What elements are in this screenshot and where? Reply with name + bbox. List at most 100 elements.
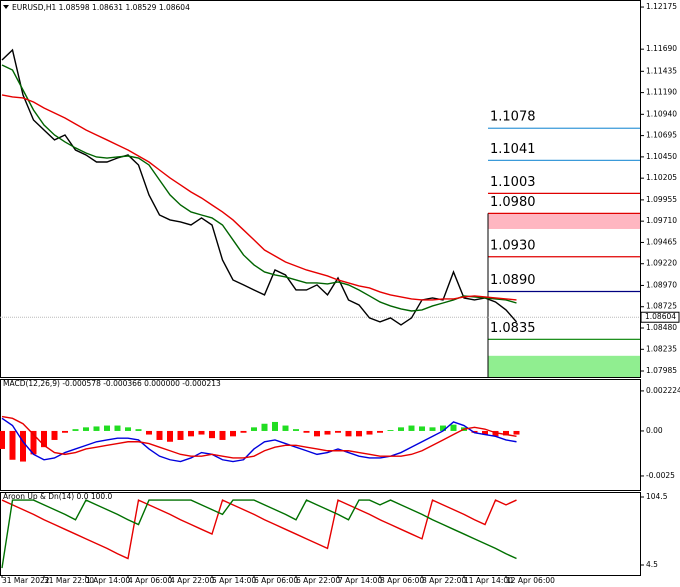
- last-price-label: 1.08604: [645, 312, 676, 321]
- histogram-bar: [419, 426, 425, 431]
- histogram-bar: [219, 430, 226, 440]
- histogram-bar: [366, 430, 373, 435]
- y-tick-label: 1.11435: [646, 66, 677, 75]
- histogram-bar: [482, 430, 488, 435]
- x-tick-label: 8 Apr 06:00: [380, 576, 424, 585]
- histogram-bar: [356, 430, 362, 437]
- y-tick-label: 1.10695: [646, 131, 677, 140]
- histogram-bar: [314, 430, 320, 437]
- histogram-bar: [429, 427, 436, 431]
- histogram-bar: [450, 424, 457, 431]
- x-tick-label: 7 Apr 14:00: [338, 576, 382, 585]
- histogram-bar: [188, 430, 194, 437]
- histogram-bar: [93, 426, 100, 431]
- y-tick-label: 1.08725: [646, 302, 677, 311]
- zone: [488, 355, 640, 377]
- histogram-bar: [135, 429, 142, 431]
- y-tick-label: 1.11690: [646, 44, 677, 53]
- histogram-bar: [167, 430, 173, 442]
- histogram-bar: [408, 425, 415, 431]
- y-tick-label: 1.12175: [646, 2, 677, 11]
- histogram-bar: [261, 423, 268, 431]
- last-price-box: [640, 311, 680, 323]
- histogram-bar: [272, 421, 278, 431]
- histogram-bar: [377, 430, 383, 433]
- histogram-bar: [471, 430, 478, 433]
- x-tick-label: 4 Apr 22:00: [170, 576, 214, 585]
- histogram-bar: [492, 430, 499, 437]
- histogram-bar: [51, 430, 58, 440]
- y-tick-label: 1.09220: [646, 259, 677, 268]
- histogram-bar: [62, 430, 68, 433]
- histogram-bar: [324, 430, 331, 435]
- series-line: [1, 64, 517, 312]
- x-tick-label: 11 Apr 14:00: [464, 576, 513, 585]
- series-line: [1, 499, 517, 560]
- level-label: 1.0980: [490, 195, 536, 210]
- histogram-bar: [9, 430, 16, 460]
- y-tick-label: 1.10450: [646, 152, 677, 161]
- level-label: 1.0835: [490, 321, 536, 336]
- level-label: 1.0890: [490, 273, 536, 288]
- level-label: 1.1078: [490, 110, 536, 125]
- histogram-bar: [398, 427, 404, 431]
- series-line: [1, 48, 518, 326]
- histogram-bar: [0, 430, 5, 449]
- y-tick-label: 1.10205: [646, 173, 677, 182]
- series-line: [1, 94, 517, 301]
- y-tick-label: -0.0025: [646, 471, 675, 480]
- series-line: [1, 499, 517, 569]
- histogram-bar: [503, 430, 509, 436]
- y-tick-label: 1.09465: [646, 237, 677, 246]
- histogram-bar: [114, 425, 121, 431]
- y-tick-label: 1.07985: [646, 366, 677, 375]
- x-tick-label: 8 Apr 22:00: [422, 576, 466, 585]
- x-tick-label: 1 Apr 14:00: [86, 576, 130, 585]
- y-tick-label: 1.08970: [646, 280, 677, 289]
- y-tick-label: 1.09955: [646, 195, 677, 204]
- y-tick-label: 0.00: [646, 426, 663, 435]
- histogram-bar: [41, 430, 47, 448]
- y-tick-label: 1.10940: [646, 109, 677, 118]
- x-tick-label: 6 Apr 06:00: [254, 576, 298, 585]
- histogram-bar: [198, 430, 205, 435]
- aroon-pane: [0, 492, 641, 576]
- y-tick-label: 1.09710: [646, 216, 677, 225]
- histogram-bar: [282, 425, 289, 431]
- x-tick-label: 4 Apr 06:00: [128, 576, 172, 585]
- histogram-bar: [335, 430, 341, 433]
- histogram-bar: [146, 430, 152, 435]
- histogram-bar: [345, 430, 352, 437]
- histogram-bar: [156, 430, 163, 440]
- histogram-bar: [513, 430, 520, 435]
- histogram-bar: [440, 425, 446, 431]
- histogram-bar: [30, 430, 37, 455]
- histogram-bar: [230, 430, 236, 437]
- level-label: 1.0930: [490, 238, 536, 253]
- histogram-bar: [125, 427, 131, 431]
- level-label: 1.1041: [490, 142, 536, 157]
- y-tick-label: 4.5: [646, 560, 658, 569]
- histogram-bar: [293, 429, 299, 431]
- x-tick-label: 5 Apr 14:00: [212, 576, 256, 585]
- macd-title: MACD(12,26,9) -0.000578 -0.000366 0.0000…: [3, 379, 221, 388]
- price-pane: [0, 0, 641, 378]
- zone: [488, 213, 640, 229]
- histogram-bar: [72, 429, 79, 431]
- histogram-bar: [387, 430, 394, 431]
- histogram-bar: [251, 427, 257, 431]
- x-tick-label: 12 Apr 06:00: [506, 576, 555, 585]
- histogram-bar: [83, 427, 89, 431]
- histogram-bar: [209, 430, 215, 439]
- level-label: 1.1003: [490, 175, 536, 190]
- y-tick-label: 1.11190: [646, 88, 677, 97]
- menu-arrow: [3, 5, 9, 9]
- x-tick-label: 6 Apr 22:00: [296, 576, 340, 585]
- histogram-bar: [303, 430, 310, 433]
- y-tick-label: 1.08235: [646, 344, 677, 353]
- histogram-bar: [177, 430, 184, 440]
- histogram-bar: [104, 425, 110, 431]
- histogram-bar: [240, 430, 247, 433]
